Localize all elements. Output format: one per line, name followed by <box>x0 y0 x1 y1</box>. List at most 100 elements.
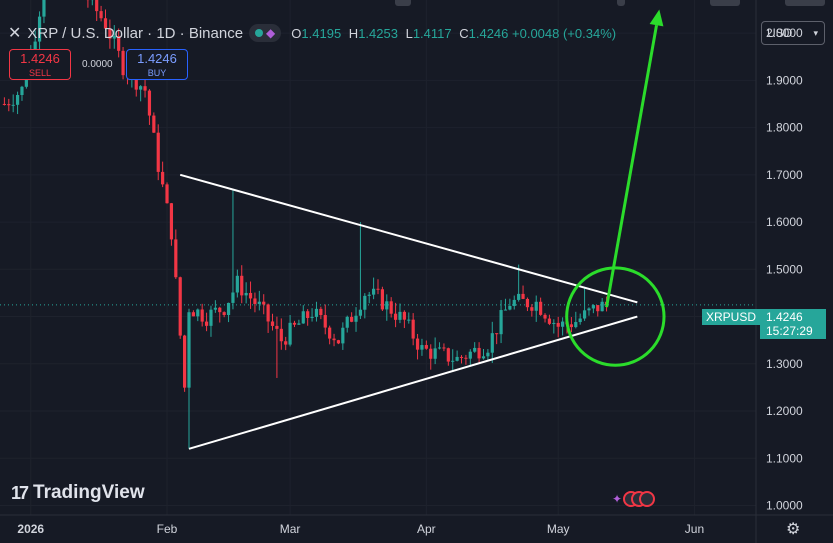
toolbar-fragment <box>785 0 825 6</box>
candle-body <box>174 239 178 278</box>
candle-body <box>547 318 552 324</box>
trendline-upper[interactable] <box>179 173 638 304</box>
grid <box>0 304 756 306</box>
candle-body <box>275 325 279 329</box>
candle-body <box>169 203 174 240</box>
candle-body <box>512 299 516 306</box>
candle-body <box>556 322 560 327</box>
candle-body <box>244 292 248 296</box>
y-tick-label: 1.7000 <box>766 168 803 182</box>
candle-body <box>37 16 42 42</box>
candle-body <box>521 293 525 299</box>
candle-body <box>134 71 138 90</box>
buy-button[interactable]: 1.4246 BUY <box>126 49 188 80</box>
y-tick-label: 1.1000 <box>766 451 803 465</box>
change-value: +0.0048 (+0.34%) <box>512 25 617 41</box>
candle-body <box>178 277 182 336</box>
candle-body <box>270 321 275 326</box>
candle-body <box>103 18 108 29</box>
close-icon[interactable]: ✕ <box>8 25 22 42</box>
buy-label: BUY <box>147 68 167 78</box>
candle-body <box>539 301 543 315</box>
candle-body <box>121 50 125 76</box>
candle-body <box>328 327 332 339</box>
candle-body <box>33 41 37 51</box>
candle-body <box>240 275 244 296</box>
candle-body <box>108 28 112 39</box>
candle-body <box>222 312 226 315</box>
candle-body <box>424 345 428 349</box>
candle-body <box>530 307 534 311</box>
candle-body <box>503 309 508 311</box>
candle-body <box>437 347 442 349</box>
event-markers[interactable]: ✦ <box>612 491 656 507</box>
candle-body <box>446 348 450 362</box>
y-tick-label: 1.9000 <box>766 73 803 87</box>
market-status-icon <box>255 29 264 37</box>
currency-select[interactable]: USD ▾ <box>761 21 825 45</box>
candle-body <box>332 338 336 341</box>
y-axis[interactable]: 2.00001.90001.80001.70001.60001.50001.40… <box>755 0 803 543</box>
ohlc-readout: O1.4195 H1.4253 L1.4117 C1.4246 +0.0048 … <box>287 26 616 41</box>
candle-body <box>226 302 231 315</box>
x-tick-label: Feb <box>157 522 178 536</box>
candle-body <box>600 301 604 312</box>
candle-body <box>209 309 213 326</box>
candle-body <box>156 132 160 172</box>
candle-body <box>596 305 600 312</box>
candle-body <box>292 322 297 325</box>
tradingview-logo[interactable]: 17 TradingView <box>11 482 145 504</box>
status-badge[interactable]: ◆ <box>249 24 282 42</box>
candle-body <box>257 301 261 304</box>
trendline-lower[interactable] <box>188 315 638 450</box>
candle-body <box>2 103 6 105</box>
candle-body <box>459 356 464 358</box>
low-value: 1.4117 <box>412 25 452 41</box>
candle-body <box>473 347 477 352</box>
candle-body <box>358 309 363 316</box>
candle-body <box>341 327 345 344</box>
candle-body <box>183 335 187 388</box>
candle-body <box>517 293 521 300</box>
currency-value: USD <box>767 26 793 40</box>
candle-body <box>372 288 376 295</box>
candle-body <box>20 86 24 95</box>
candle-body <box>525 298 530 308</box>
candle-body <box>411 319 415 339</box>
candle-body <box>451 360 455 362</box>
candle-body <box>231 292 235 303</box>
candle-body <box>468 351 472 359</box>
candle-body <box>543 314 547 319</box>
candle-body <box>415 338 420 350</box>
high-value: 1.4253 <box>358 25 398 41</box>
candle-body <box>534 301 538 311</box>
x-tick-label: Mar <box>280 522 301 536</box>
sell-button[interactable]: 1.4246 SELL <box>9 49 71 80</box>
arrow-shaft[interactable] <box>605 24 658 308</box>
toolbar-fragment <box>710 0 740 6</box>
candle-body <box>376 288 380 290</box>
candle-body <box>24 75 28 87</box>
candle-body <box>95 0 99 12</box>
candle-body <box>323 315 327 328</box>
x-axis[interactable]: 2026 Feb Mar Apr May Jun <box>0 514 833 536</box>
candle-body <box>218 307 222 313</box>
candle-body <box>11 104 15 106</box>
candle-body <box>499 310 503 335</box>
last-price: 1.4246 <box>766 310 803 324</box>
candle-body <box>393 313 398 320</box>
candle-body <box>591 305 595 309</box>
candle-body <box>429 348 433 359</box>
candle-body <box>139 86 143 90</box>
candle-body <box>363 295 367 310</box>
symbol-title[interactable]: XRP / U.S. Dollar · 1D · Binance <box>27 24 244 42</box>
candle-body <box>574 322 578 328</box>
gear-icon[interactable]: ⚙ <box>786 521 801 538</box>
candle-body <box>561 321 565 327</box>
candle-body <box>314 308 319 317</box>
candle-body <box>15 94 20 105</box>
candle-body <box>380 289 384 310</box>
highlight-circle[interactable] <box>565 266 666 367</box>
candle-body <box>297 323 301 325</box>
